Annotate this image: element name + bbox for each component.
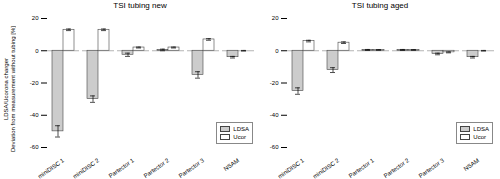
html-text:LDSA: LDSA — [233, 126, 249, 132]
html-text:TSI tubing aged: TSI tubing aged — [351, 1, 409, 10]
html-text:Ucor: Ucor — [233, 134, 246, 140]
html-text:LDSA/Ucorona charger Deviation: LDSA/Ucorona charger Deviation from meas… — [3, 26, 16, 153]
svg-text:Partector 1: Partector 1 — [108, 157, 136, 179]
svg-text:20: 20 — [272, 15, 279, 21]
svg-text:miniDISC 2: miniDISC 2 — [72, 157, 101, 179]
svg-text:-20: -20 — [30, 80, 39, 86]
svg-text:-60: -60 — [30, 144, 39, 150]
svg-text:-20: -20 — [270, 80, 279, 86]
svg-text:miniDISC 1: miniDISC 1 — [277, 157, 306, 179]
svg-text:NSAM: NSAM — [223, 157, 241, 172]
svg-text:0: 0 — [275, 48, 279, 54]
html-text:TSI tubing new: TSI tubing new — [113, 1, 167, 10]
svg-text:miniDISC 1: miniDISC 1 — [37, 157, 66, 179]
html-text:Ucor: Ucor — [473, 134, 486, 140]
svg-text:20: 20 — [32, 15, 39, 21]
svg-text:Partector 2: Partector 2 — [143, 157, 171, 179]
svg-text:NSAM: NSAM — [463, 157, 481, 172]
svg-text:Partector 3: Partector 3 — [178, 157, 206, 179]
svg-text:Partector 2: Partector 2 — [383, 157, 411, 179]
svg-text:-40: -40 — [270, 112, 279, 118]
svg-text:miniDISC 2: miniDISC 2 — [312, 157, 341, 179]
svg-text:0: 0 — [35, 48, 39, 54]
svg-text:Partector 1: Partector 1 — [348, 157, 376, 179]
html-text:LDSA: LDSA — [473, 126, 489, 132]
svg-text:-40: -40 — [30, 112, 39, 118]
svg-text:-60: -60 — [270, 144, 279, 150]
svg-text:Partector 3: Partector 3 — [418, 157, 446, 179]
